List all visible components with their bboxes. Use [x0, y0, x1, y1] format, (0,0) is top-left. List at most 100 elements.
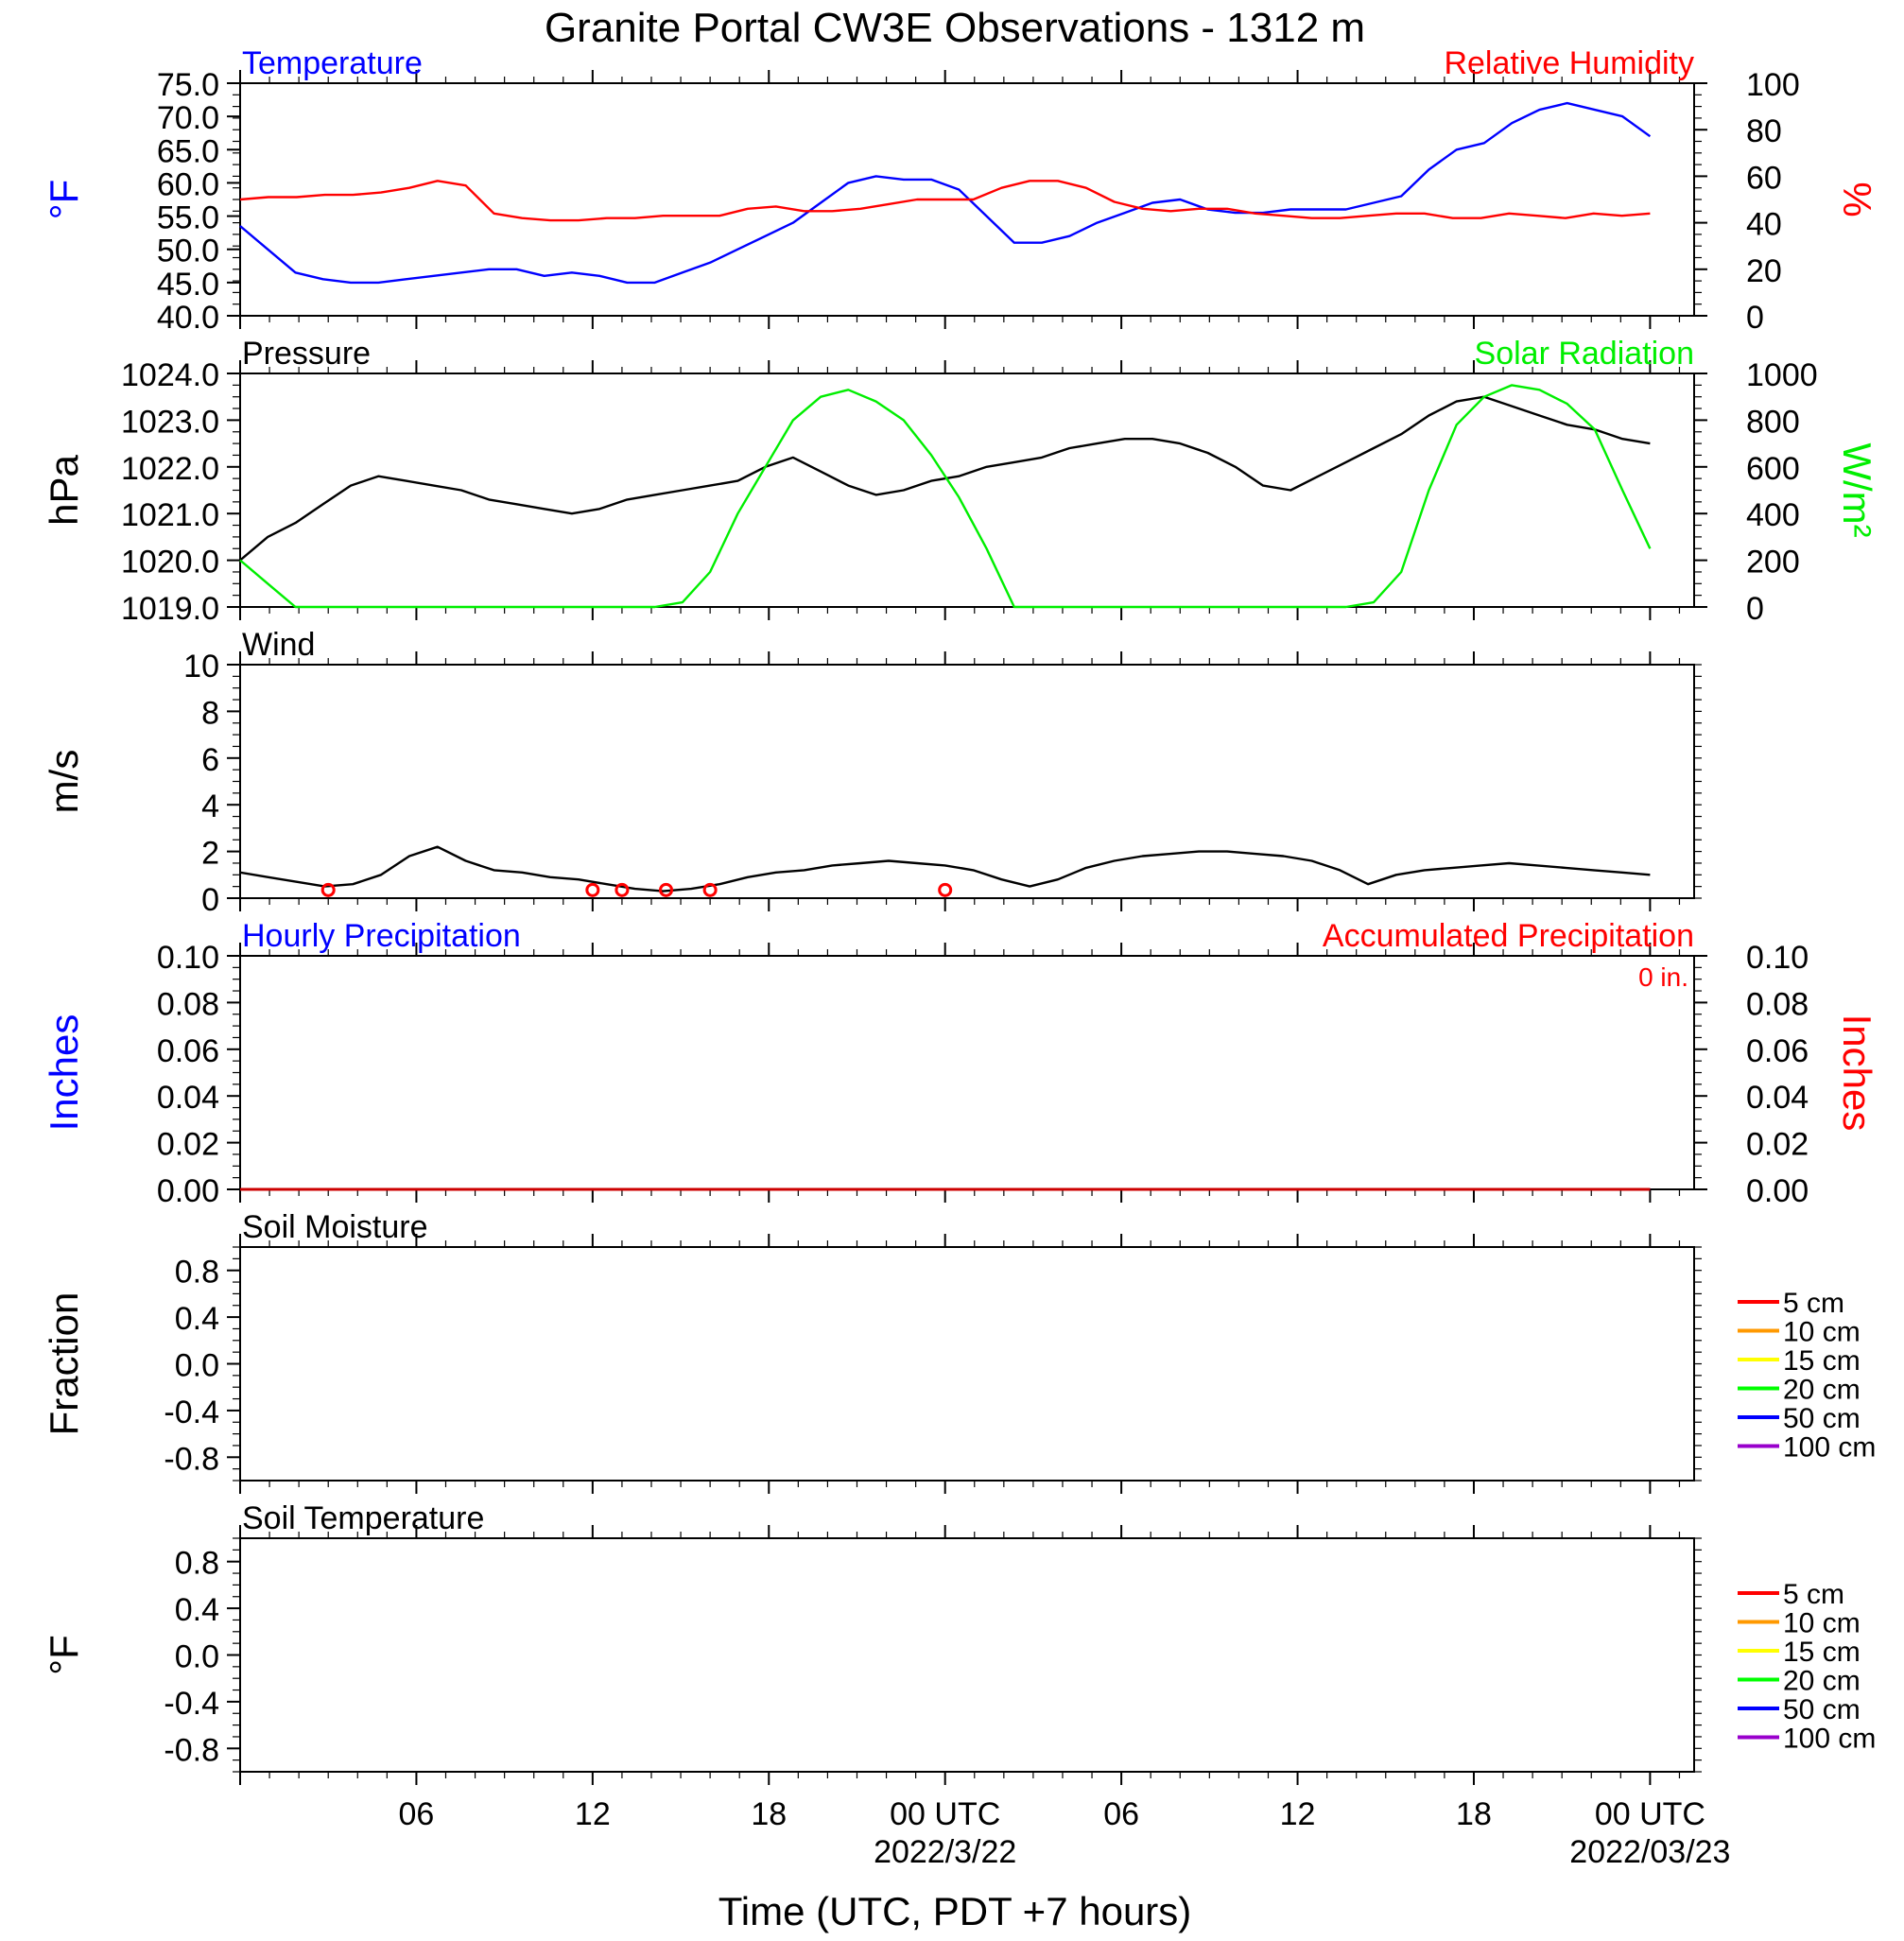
- y-tick-label: 0.02: [157, 1127, 219, 1163]
- x-tick-label: 12: [575, 1796, 611, 1832]
- y-right-tick-label: 400: [1746, 497, 1800, 533]
- y-tick-label: 1021.0: [121, 497, 219, 533]
- y-tick-label: -0.8: [164, 1441, 219, 1477]
- x-tick-label: 12: [1280, 1796, 1316, 1832]
- legend-label: 100 cm: [1783, 1432, 1876, 1464]
- x-tick-label: 18: [751, 1796, 787, 1832]
- x-date-label: 2022/03/23: [1569, 1834, 1730, 1870]
- y-axis-label: Inches: [42, 1014, 86, 1132]
- panel-title-right: Solar Radiation: [1475, 336, 1694, 372]
- y-right-tick-label: 0.02: [1746, 1127, 1809, 1163]
- y-tick-label: 1020.0: [121, 545, 219, 581]
- y-tick-label: 60.0: [157, 166, 219, 202]
- y-right-tick-label: 200: [1746, 545, 1800, 581]
- y-axis-label: °F: [42, 1635, 86, 1674]
- precip-total-annotation: 0 in.: [1638, 962, 1688, 992]
- panel-title-left: Hourly Precipitation: [242, 918, 521, 954]
- legend-label: 20 cm: [1783, 1375, 1861, 1406]
- series-line: [239, 101, 1652, 285]
- legend-label: 50 cm: [1783, 1694, 1861, 1725]
- panel-title-left: Soil Moisture: [242, 1209, 428, 1245]
- x-date-label: 2022/3/22: [874, 1834, 1016, 1870]
- y-right-tick-label: 100: [1746, 67, 1800, 103]
- y-tick-label: 1022.0: [121, 451, 219, 487]
- y-tick-label: 0.8: [175, 1255, 219, 1291]
- y-right-tick-label: 0: [1746, 591, 1764, 627]
- y-axis-label: hPa: [42, 454, 86, 525]
- y-axis-label: °F: [42, 180, 86, 219]
- y-tick-label: 0: [201, 882, 219, 918]
- y-tick-label: 75.0: [157, 67, 219, 103]
- y-tick-label: -0.4: [164, 1686, 219, 1722]
- panel-4: -0.8 -0.4 0.0 0.4 0.8 Soil Moisture Fraction 5 …: [42, 1209, 1876, 1494]
- y-tick-label: 2: [201, 836, 219, 872]
- panel-frame: [239, 955, 1695, 1190]
- y-tick-label: 0.0: [175, 1639, 219, 1675]
- y-tick-label: 40.0: [157, 300, 219, 336]
- y-tick-label: 0.4: [175, 1301, 219, 1337]
- y-tick-label: -0.8: [164, 1732, 219, 1768]
- panel-title-left: Temperature: [242, 45, 423, 81]
- legend-label: 5 cm: [1783, 1288, 1844, 1319]
- y-axis-label: Fraction: [42, 1292, 86, 1436]
- y-tick-label: 1023.0: [121, 404, 219, 440]
- panel-title-right: Relative Humidity: [1444, 45, 1694, 81]
- legend-label: 100 cm: [1783, 1724, 1876, 1755]
- panels: 40.045.050.055.060.065.070.075.002040608…: [42, 45, 1879, 1785]
- panel-frame: [239, 1246, 1695, 1482]
- y-right-tick-label: 40: [1746, 207, 1782, 243]
- y-tick-label: 0.06: [157, 1033, 219, 1069]
- legend-label: 20 cm: [1783, 1666, 1861, 1697]
- y-right-tick-label: 80: [1746, 113, 1782, 149]
- y-tick-label: 8: [201, 695, 219, 731]
- panel-1: 1019.0 1020.0 1021.0 1022.0 1023.0 1024.0 0 200…: [42, 336, 1879, 627]
- calm-wind-marker: [614, 882, 630, 897]
- y-right-tick-label: 0.06: [1746, 1033, 1809, 1069]
- y-axis-label-right: W/m²: [1835, 442, 1879, 537]
- y-tick-label: 0.00: [157, 1173, 219, 1209]
- y-axis-label: m/s: [42, 750, 86, 814]
- y-right-tick-label: 0.04: [1746, 1080, 1809, 1116]
- y-tick-label: 6: [201, 742, 219, 778]
- panel-title-left: Soil Temperature: [242, 1500, 484, 1536]
- legend-label: 5 cm: [1783, 1579, 1844, 1610]
- y-tick-label: 0.8: [175, 1546, 219, 1582]
- y-right-tick-label: 1000: [1746, 357, 1818, 393]
- y-tick-label: 55.0: [157, 200, 219, 236]
- panel-3: 0.00 0.02 0.04 0.06 0.08 0.10 0.00 0.02 0.04 0.06…: [42, 918, 1879, 1209]
- x-tick-label: 00 UTC: [890, 1796, 1000, 1832]
- panel-frame: [239, 664, 1695, 899]
- x-tick-label: 06: [399, 1796, 435, 1832]
- y-tick-label: 1024.0: [121, 357, 219, 393]
- calm-wind-marker: [585, 882, 600, 897]
- y-tick-label: 0.04: [157, 1080, 219, 1116]
- y-tick-label: 4: [201, 789, 219, 824]
- calm-wind-marker: [938, 882, 953, 897]
- series-line: [239, 180, 1651, 222]
- y-right-tick-label: 800: [1746, 404, 1800, 440]
- y-tick-label: 0.0: [175, 1348, 219, 1384]
- y-right-tick-label: 0.00: [1746, 1173, 1809, 1209]
- panel-0: 40.045.050.055.060.065.070.075.0 0 20 40 60 8…: [42, 45, 1879, 336]
- panel-title-right: Accumulated Precipitation: [1323, 918, 1694, 954]
- y-right-tick-label: 20: [1746, 253, 1782, 289]
- panel-title-left: Wind: [242, 627, 315, 663]
- series-line: [239, 384, 1652, 609]
- y-tick-label: 45.0: [157, 267, 219, 303]
- y-tick-label: 0.08: [157, 986, 219, 1022]
- y-tick-label: 70.0: [157, 100, 219, 136]
- x-tick-label: 00 UTC: [1595, 1796, 1705, 1832]
- legend-label: 15 cm: [1783, 1345, 1861, 1377]
- y-axis-label-right: Inches: [1835, 1014, 1879, 1132]
- calm-wind-marker: [320, 882, 336, 897]
- y-right-tick-label: 0.08: [1746, 986, 1809, 1022]
- series-line: [239, 845, 1651, 893]
- panel-title-left: Pressure: [242, 336, 371, 372]
- y-tick-label: 0.10: [157, 940, 219, 976]
- y-right-tick-label: 0: [1746, 300, 1764, 336]
- legend-label: 50 cm: [1783, 1403, 1861, 1434]
- calm-wind-marker: [702, 882, 718, 897]
- panel-2: 0 2 4 6 8 10 Wind m/s: [42, 627, 1702, 918]
